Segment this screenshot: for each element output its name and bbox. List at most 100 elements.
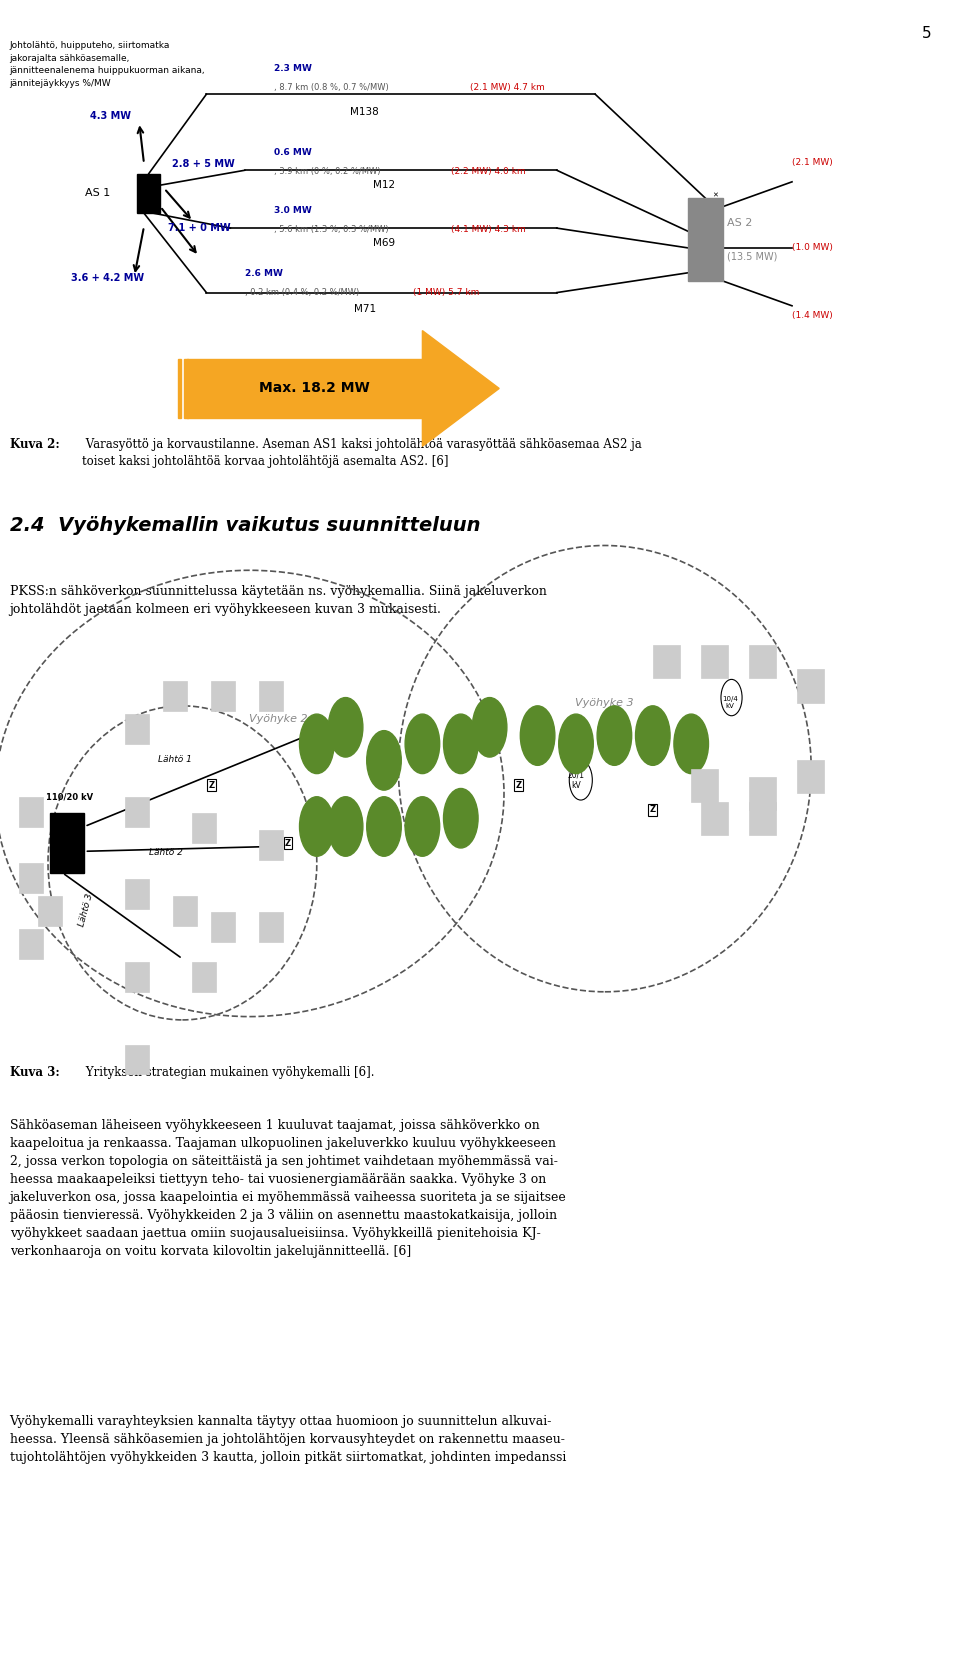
Text: Sähköaseman läheiseen vyöhykkeeseen 1 kuuluvat taajamat, joissa sähköverkko on
k: Sähköaseman läheiseen vyöhykkeeseen 1 ku… xyxy=(10,1119,566,1258)
Text: (1.4 MW): (1.4 MW) xyxy=(792,311,832,319)
Text: ✕: ✕ xyxy=(712,192,718,198)
Circle shape xyxy=(328,698,363,757)
Text: Z: Z xyxy=(650,805,656,815)
Circle shape xyxy=(559,714,593,774)
Text: , 5.6 km (1.3 %, 0.3 %/MW): , 5.6 km (1.3 %, 0.3 %/MW) xyxy=(274,225,388,233)
Text: 110/20 kV: 110/20 kV xyxy=(46,793,93,802)
Text: 10/4
kV: 10/4 kV xyxy=(722,696,737,709)
Bar xyxy=(19,863,43,893)
Text: Max. 18.2 MW: Max. 18.2 MW xyxy=(259,382,370,395)
Text: Vyöhyke 2: Vyöhyke 2 xyxy=(249,714,308,724)
Text: Kuva 2:: Kuva 2: xyxy=(10,438,60,451)
Text: 3.0 MW: 3.0 MW xyxy=(274,207,311,215)
Text: ✕: ✕ xyxy=(712,258,718,264)
Text: Z: Z xyxy=(285,838,291,848)
Bar xyxy=(797,760,824,793)
Bar xyxy=(192,962,216,992)
Text: Yrityksen strategian mukainen vyöhykemalli [6].: Yrityksen strategian mukainen vyöhykemal… xyxy=(82,1066,374,1079)
Bar xyxy=(178,359,181,418)
Text: , 8.7 km (0.8 %, 0.7 %/MW): , 8.7 km (0.8 %, 0.7 %/MW) xyxy=(274,83,389,91)
Text: 20/1
kV: 20/1 kV xyxy=(567,770,585,790)
Bar xyxy=(749,777,776,810)
Circle shape xyxy=(636,706,670,765)
Circle shape xyxy=(472,698,507,757)
Bar xyxy=(701,645,728,678)
Text: M71: M71 xyxy=(353,304,376,314)
Circle shape xyxy=(405,797,440,856)
Text: 4.3 MW: 4.3 MW xyxy=(90,111,131,121)
Bar xyxy=(749,802,776,835)
Bar xyxy=(701,802,728,835)
Bar xyxy=(125,879,149,909)
Bar xyxy=(50,813,84,873)
Text: 2.6 MW: 2.6 MW xyxy=(245,269,282,278)
Text: Lähtö 1: Lähtö 1 xyxy=(158,755,192,764)
Bar xyxy=(173,896,197,926)
Circle shape xyxy=(405,714,440,774)
Bar xyxy=(125,797,149,826)
Circle shape xyxy=(444,714,478,774)
Bar xyxy=(688,198,723,281)
Text: Kuva 3:: Kuva 3: xyxy=(10,1066,60,1079)
Bar xyxy=(137,174,160,213)
Text: M69: M69 xyxy=(372,238,396,248)
Text: , 0.2 km (0.4 %, 0.2 %/MW): , 0.2 km (0.4 %, 0.2 %/MW) xyxy=(245,288,359,296)
Bar xyxy=(163,681,187,711)
Bar xyxy=(259,681,283,711)
Text: 5: 5 xyxy=(922,26,931,41)
Text: Lähtö 3: Lähtö 3 xyxy=(78,893,95,927)
Text: 2.4  Vyöhykemallin vaikutus suunnitteluun: 2.4 Vyöhykemallin vaikutus suunnitteluun xyxy=(10,516,480,534)
Bar xyxy=(211,681,235,711)
Bar xyxy=(797,669,824,703)
Circle shape xyxy=(367,731,401,790)
Text: (2.2 MW) 4.0 km: (2.2 MW) 4.0 km xyxy=(451,167,526,175)
Bar xyxy=(691,769,718,802)
Text: (4.1 MW) 4.3 km: (4.1 MW) 4.3 km xyxy=(451,225,526,233)
Bar xyxy=(125,962,149,992)
Text: Lähtö 2: Lähtö 2 xyxy=(149,848,182,856)
Bar xyxy=(259,912,283,942)
Text: Varasyöttö ja korvaustilanne. Aseman AS1 kaksi johtolähtöä varasyöttää sähköasem: Varasyöttö ja korvaustilanne. Aseman AS1… xyxy=(82,438,641,468)
Text: Johtolähtö, huipputeho, siirtomatka
jakorajalta sähköasemalle,
jännitteenalenema: Johtolähtö, huipputeho, siirtomatka jako… xyxy=(10,41,205,88)
Bar xyxy=(125,1045,149,1074)
Circle shape xyxy=(597,706,632,765)
Text: , 3.9 km (0 %, 0.2 %/MW): , 3.9 km (0 %, 0.2 %/MW) xyxy=(274,167,380,175)
Circle shape xyxy=(444,788,478,848)
Text: 3.6 + 4.2 MW: 3.6 + 4.2 MW xyxy=(71,273,144,283)
Text: Z: Z xyxy=(208,780,214,790)
Circle shape xyxy=(300,714,334,774)
Text: 2.3 MW: 2.3 MW xyxy=(274,64,311,73)
Text: 7.1 + 0 MW: 7.1 + 0 MW xyxy=(168,223,230,233)
Text: M12: M12 xyxy=(372,180,396,190)
Text: 0.6 MW: 0.6 MW xyxy=(274,149,311,157)
Text: 2.8 + 5 MW: 2.8 + 5 MW xyxy=(172,159,234,169)
Text: Vyöhyke 3: Vyöhyke 3 xyxy=(575,698,635,707)
Text: (2.1 MW) 4.7 km: (2.1 MW) 4.7 km xyxy=(470,83,545,91)
Bar xyxy=(19,929,43,959)
Text: Vyöhykemalli varayhteyksien kannalta täytyy ottaa huomioon jo suunnittelun alkuv: Vyöhykemalli varayhteyksien kannalta täy… xyxy=(10,1415,566,1465)
Circle shape xyxy=(674,714,708,774)
Bar xyxy=(749,645,776,678)
Bar xyxy=(184,359,188,418)
Bar xyxy=(192,813,216,843)
Bar xyxy=(187,359,422,418)
Bar xyxy=(38,896,62,926)
Text: (13.5 MW): (13.5 MW) xyxy=(727,251,777,261)
Text: (1 MW) 5.7 km: (1 MW) 5.7 km xyxy=(413,288,479,296)
Text: (2.1 MW): (2.1 MW) xyxy=(792,159,832,167)
Polygon shape xyxy=(422,331,499,446)
Circle shape xyxy=(520,706,555,765)
Text: AS 1: AS 1 xyxy=(85,188,110,198)
Bar xyxy=(211,912,235,942)
Circle shape xyxy=(328,797,363,856)
Circle shape xyxy=(367,797,401,856)
Text: (1.0 MW): (1.0 MW) xyxy=(792,243,833,253)
Circle shape xyxy=(300,797,334,856)
Bar xyxy=(259,830,283,860)
Bar xyxy=(125,714,149,744)
Bar xyxy=(653,645,680,678)
Text: AS 2: AS 2 xyxy=(727,218,752,228)
Text: M138: M138 xyxy=(350,107,379,117)
Text: Z: Z xyxy=(516,780,521,790)
Bar xyxy=(19,797,43,826)
